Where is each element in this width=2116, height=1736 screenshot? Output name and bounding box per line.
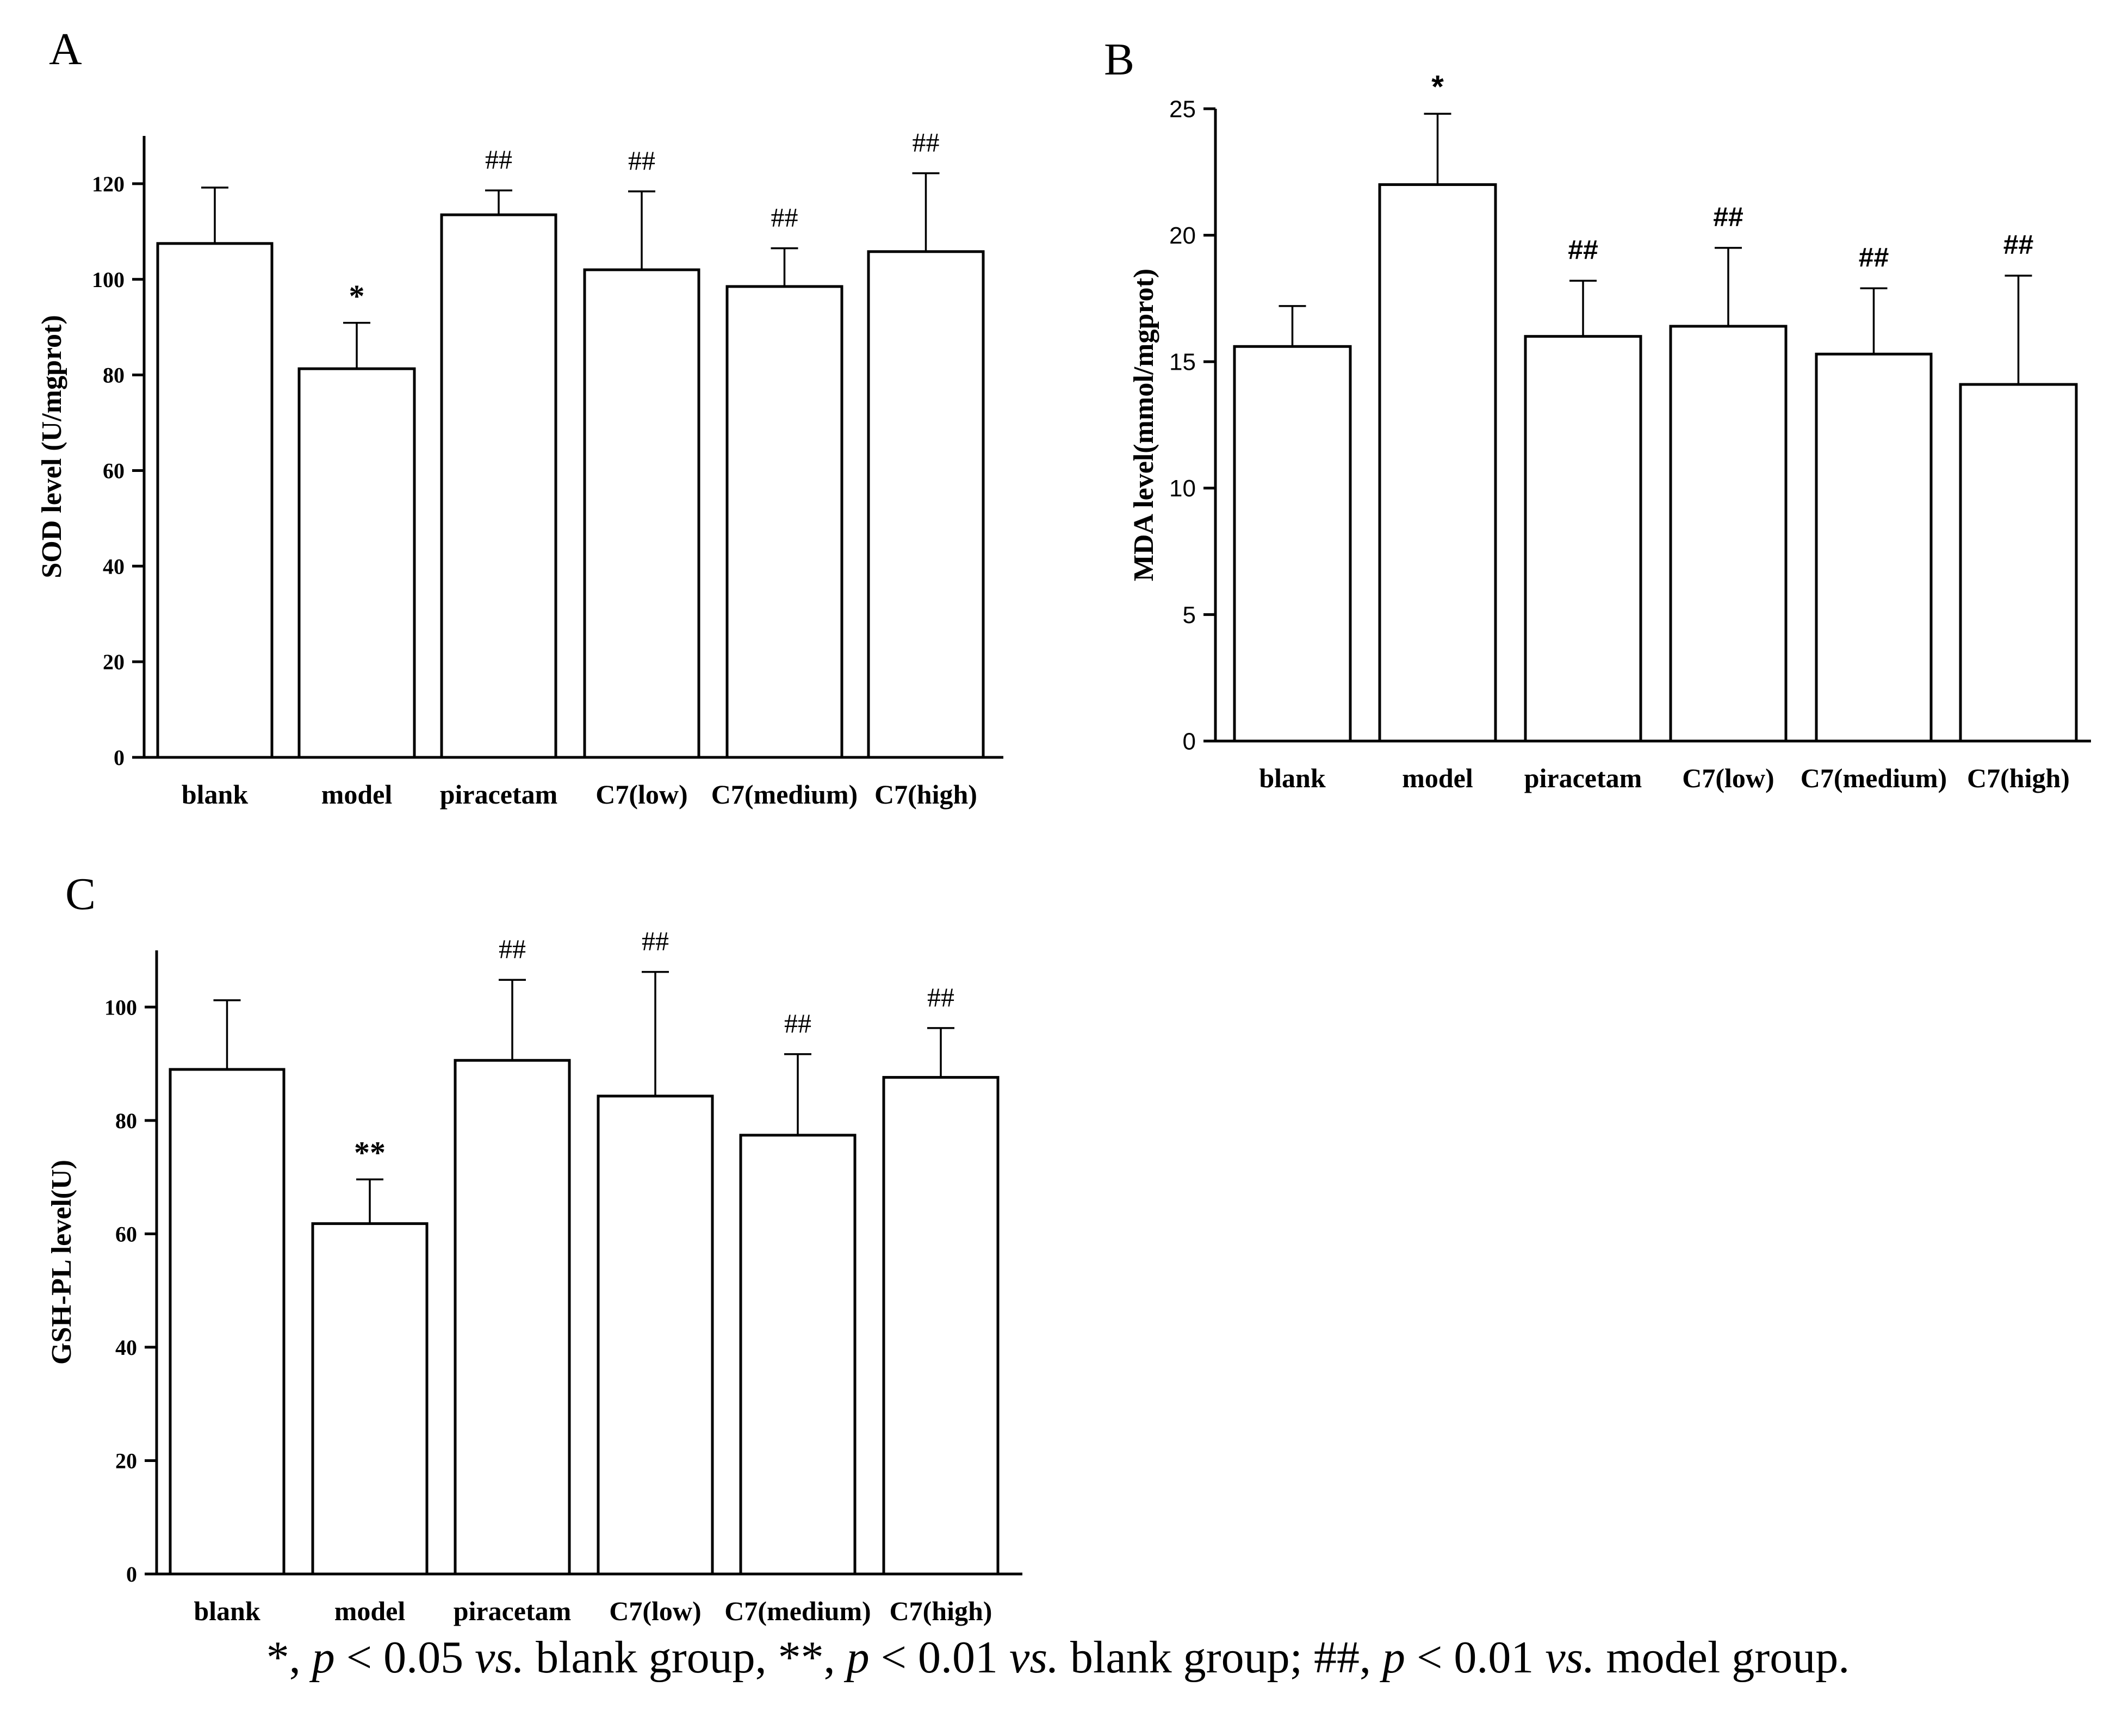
- x-category-label: blank: [194, 1596, 260, 1626]
- y-axis-title: SOD level (U/mgprot): [36, 315, 67, 578]
- y-tick-label: 5: [1183, 602, 1196, 629]
- bar: [882, 1076, 1000, 1576]
- significance-annotation: ##: [1568, 234, 1598, 265]
- footnote-text-1: *,: [266, 1632, 312, 1683]
- footnote-vs-2: vs.: [1009, 1632, 1059, 1683]
- footnote-text-2: < 0.05: [334, 1632, 475, 1683]
- significance-annotation: ##: [485, 144, 512, 175]
- y-tick-label: 100: [104, 995, 137, 1019]
- y-axis-title: MDA level(mmol/mgprot): [1128, 269, 1159, 581]
- y-tick-label: 60: [103, 458, 125, 483]
- x-category-label: C7(low): [595, 779, 687, 810]
- bar: [1815, 352, 1933, 743]
- y-tick-label: 60: [115, 1222, 137, 1246]
- y-axis-title: GSH-PL level(U): [46, 1160, 77, 1365]
- panel-label: A: [49, 24, 82, 74]
- significance-annotation: ##: [628, 145, 655, 176]
- bar: [597, 1094, 714, 1576]
- bar: [454, 1059, 571, 1576]
- footnote-text-4: < 0.01: [869, 1632, 1010, 1683]
- significance-annotation: ##: [771, 202, 798, 233]
- panel-b: B 0 5 10 15 20 25 MDA level(mmol/mgprot) blank * m…: [1104, 34, 2091, 793]
- x-category-label: blank: [182, 779, 249, 810]
- x-category-label: model: [321, 779, 393, 810]
- y-tick-label: 15: [1169, 349, 1196, 376]
- x-category-label: C7(high): [874, 779, 977, 810]
- panel-a: A 0 20 40 60 80 100 120 SOD level (U/mgprot) blan…: [36, 24, 1003, 810]
- y-tick-label: 20: [1169, 222, 1196, 249]
- x-category-label: C7(high): [890, 1596, 992, 1626]
- x-category-label: model: [1402, 763, 1473, 793]
- y-tick-label: 20: [103, 650, 125, 674]
- bar: [1378, 183, 1497, 743]
- bar: [739, 1134, 857, 1576]
- significance-annotation: ##: [2003, 229, 2034, 260]
- significance-annotation: ##: [499, 934, 526, 964]
- bar: [440, 213, 557, 759]
- x-category-label: blank: [1259, 763, 1326, 793]
- y-tick-label: 20: [115, 1448, 137, 1473]
- bar: [725, 285, 843, 759]
- bar: [169, 1068, 286, 1576]
- bar: [1233, 345, 1352, 743]
- bar: [156, 242, 274, 759]
- significance-annotation: ##: [1859, 242, 1889, 272]
- x-category-label: C7(low): [609, 1596, 701, 1626]
- x-category-label: C7(medium): [1801, 763, 1947, 793]
- y-tick-label: 120: [92, 172, 125, 196]
- footnote-p-2: p: [846, 1632, 870, 1683]
- footnote-p-3: p: [1382, 1632, 1405, 1683]
- x-category-label: C7(high): [1967, 763, 2070, 793]
- x-category-label: piracetam: [454, 1596, 572, 1626]
- bar: [583, 268, 700, 759]
- footnote-vs-1: vs.: [475, 1632, 525, 1683]
- y-tick-label: 100: [92, 267, 125, 292]
- x-category-label: C7(low): [1682, 763, 1774, 793]
- significance-annotation: **: [354, 1135, 386, 1170]
- significance-annotation: ##: [927, 982, 954, 1012]
- x-category-label: piracetam: [1524, 763, 1642, 793]
- y-tick-label: 0: [126, 1562, 137, 1586]
- significance-annotation: *: [1431, 69, 1444, 104]
- significance-footnote: *, p < 0.05 vs. blank group, **, p < 0.0…: [0, 1631, 2116, 1684]
- footnote-vs-3: vs.: [1545, 1632, 1595, 1683]
- footnote-text-3: blank group, **,: [524, 1632, 847, 1683]
- y-tick-label: 80: [115, 1109, 137, 1133]
- panel-label: C: [65, 869, 96, 919]
- x-category-label: C7(medium): [724, 1596, 871, 1626]
- bar: [297, 367, 416, 759]
- y-tick-label: 0: [114, 745, 125, 770]
- y-tick-label: 0: [1183, 728, 1196, 755]
- footnote-text-6: < 0.01: [1405, 1632, 1546, 1683]
- panel-c: C 0 20 40 60 80 100 GSH-PL level(U) blank ** model…: [46, 869, 1022, 1626]
- y-tick-label: 40: [115, 1335, 137, 1360]
- bar: [1524, 335, 1642, 743]
- footnote-p-1: p: [312, 1632, 335, 1683]
- y-tick-label: 40: [103, 554, 125, 578]
- y-tick-label: 25: [1169, 96, 1196, 122]
- bar: [311, 1222, 429, 1576]
- x-category-label: piracetam: [440, 779, 558, 810]
- bar: [867, 250, 985, 759]
- panel-label: B: [1104, 34, 1134, 85]
- x-category-label: C7(medium): [711, 779, 858, 810]
- footnote-text-5: blank group; ##,: [1059, 1632, 1382, 1683]
- bar: [1959, 383, 2078, 743]
- y-tick-label: 10: [1169, 475, 1196, 502]
- significance-annotation: ##: [642, 926, 669, 956]
- bar: [1669, 325, 1788, 743]
- footnote-text-7: model group.: [1594, 1632, 1850, 1683]
- significance-annotation: ##: [1713, 202, 1743, 232]
- significance-annotation: *: [349, 278, 365, 314]
- y-tick-label: 80: [103, 363, 125, 388]
- x-category-label: model: [334, 1596, 406, 1626]
- significance-annotation: ##: [784, 1008, 811, 1038]
- significance-annotation: ##: [913, 127, 940, 158]
